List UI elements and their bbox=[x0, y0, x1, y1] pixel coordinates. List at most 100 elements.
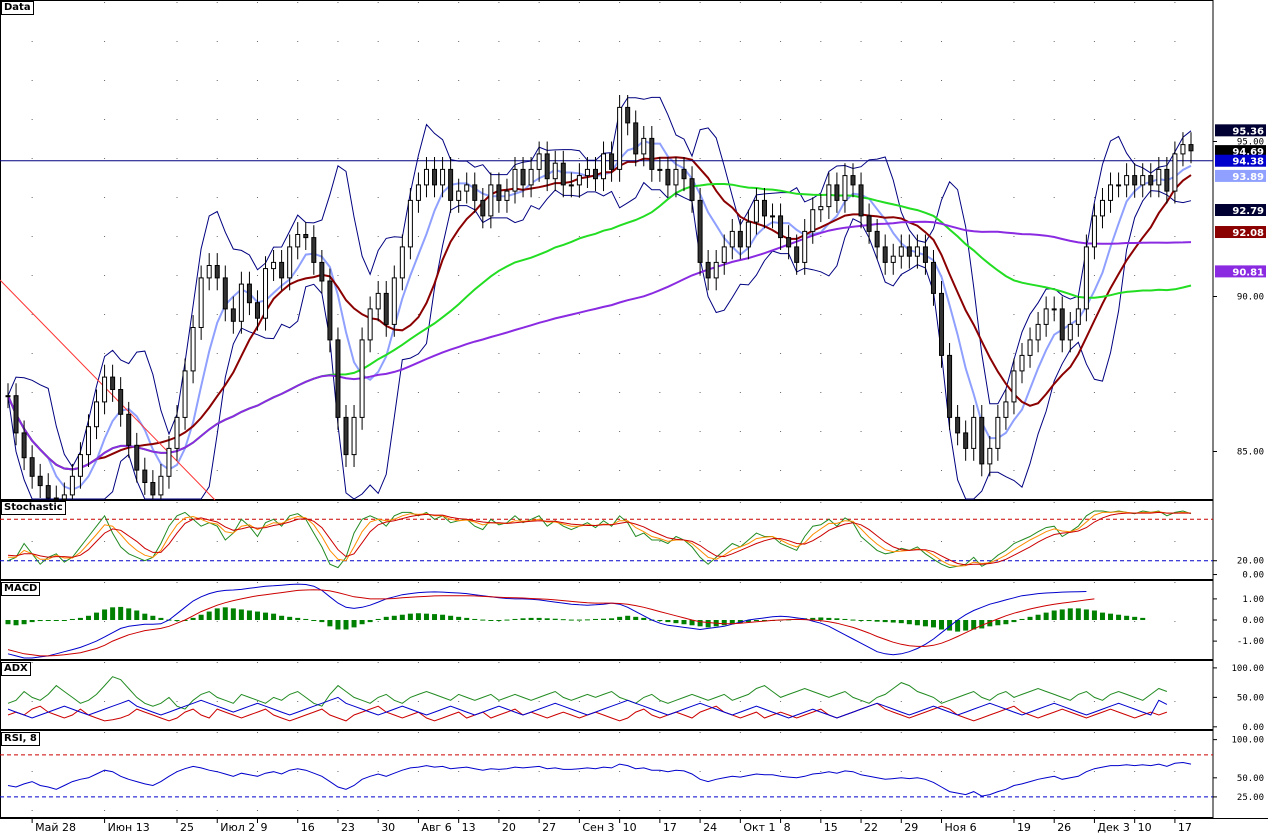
macd-histogram-bar bbox=[753, 620, 759, 622]
macd-histogram-bar bbox=[1019, 618, 1025, 620]
macd-histogram-bar bbox=[536, 617, 542, 620]
candle-body bbox=[874, 230, 880, 248]
time-axis-label: 26 bbox=[1057, 821, 1071, 834]
macd-histogram-bar bbox=[375, 618, 381, 620]
macd-histogram-bar bbox=[826, 617, 832, 620]
candle-body bbox=[601, 153, 607, 180]
candle-body bbox=[77, 454, 83, 477]
time-axis-label: 22 bbox=[864, 821, 878, 834]
candle-body bbox=[995, 416, 1001, 449]
macd-histogram-bar bbox=[995, 620, 1001, 626]
macd-histogram-bar bbox=[601, 618, 607, 620]
macd-histogram-bar bbox=[834, 618, 840, 620]
macd-histogram-bar bbox=[480, 619, 486, 621]
price-badge-label: 94.38 bbox=[1232, 157, 1264, 168]
candle-body bbox=[609, 153, 615, 170]
candle-body bbox=[21, 432, 27, 459]
candle-body bbox=[1148, 175, 1154, 186]
macd-histogram-bar bbox=[850, 619, 856, 621]
price-badge-label: 90.81 bbox=[1232, 267, 1264, 278]
candle-body bbox=[649, 137, 655, 170]
macd-histogram-bar bbox=[206, 611, 212, 620]
macd-histogram-bar bbox=[5, 620, 11, 625]
time-axis-label: 23 bbox=[341, 821, 355, 834]
macd-histogram-bar bbox=[1099, 612, 1105, 620]
candle-body bbox=[102, 376, 108, 403]
price-badge bbox=[1215, 226, 1266, 239]
macd-histogram-bar bbox=[150, 615, 156, 620]
candle-body bbox=[979, 416, 985, 465]
macd-histogram-bar bbox=[657, 620, 663, 622]
candle-body bbox=[1035, 323, 1041, 341]
macd-histogram-bar bbox=[665, 620, 671, 623]
macd-histogram-bar bbox=[705, 620, 711, 628]
macd-histogram-bar bbox=[472, 618, 478, 620]
macd-histogram-bar bbox=[633, 616, 639, 620]
candle-body bbox=[552, 162, 558, 180]
indicator-tick-label: 0.00 bbox=[1242, 723, 1264, 733]
macd-histogram-bar bbox=[617, 616, 623, 620]
macd-histogram-bar bbox=[61, 620, 67, 621]
macd-histogram-bar bbox=[94, 612, 100, 620]
macd-histogram-bar bbox=[319, 620, 325, 623]
candle-body bbox=[85, 426, 91, 456]
candle-body bbox=[721, 246, 727, 263]
macd-histogram-bar bbox=[407, 613, 413, 620]
macd-histogram-bar bbox=[697, 620, 703, 627]
candle-body bbox=[440, 168, 446, 186]
candle-body bbox=[432, 168, 438, 186]
macd-histogram-bar bbox=[367, 620, 373, 623]
candle-body bbox=[150, 482, 156, 496]
candle-body bbox=[778, 215, 784, 239]
indicator-series-line bbox=[7, 702, 1168, 722]
macd-histogram-bar bbox=[1003, 620, 1009, 625]
candle-body bbox=[697, 199, 703, 263]
macd-histogram-bar bbox=[1067, 608, 1073, 620]
indicator-tick-label: 1.00 bbox=[1242, 595, 1264, 605]
macd-histogram-bar bbox=[874, 620, 880, 622]
candle-body bbox=[351, 416, 357, 456]
candle-body bbox=[5, 395, 11, 398]
time-axis-label: 29 bbox=[904, 821, 918, 834]
candle-body bbox=[866, 215, 872, 232]
candle-body bbox=[29, 457, 35, 477]
macd-histogram-bar bbox=[69, 618, 75, 620]
panel-frame bbox=[0, 0, 1214, 500]
indicator-series-line bbox=[7, 583, 1087, 659]
candle-body bbox=[528, 168, 534, 186]
macd-histogram-bar bbox=[560, 619, 566, 621]
price-badge bbox=[1215, 124, 1266, 137]
macd-histogram-bar bbox=[359, 620, 365, 625]
trend-line bbox=[0, 279, 216, 501]
candle-body bbox=[1003, 401, 1009, 418]
price-badge-label: 93.89 bbox=[1232, 172, 1264, 183]
macd-histogram-bar bbox=[45, 620, 51, 621]
macd-histogram-bar bbox=[576, 619, 582, 621]
macd-histogram-bar bbox=[544, 618, 550, 620]
candle-body bbox=[641, 137, 647, 155]
candle-body bbox=[568, 184, 574, 187]
price-tick-label: 85.00 bbox=[1237, 448, 1264, 458]
macd-histogram-bar bbox=[842, 618, 848, 620]
macd-histogram-bar bbox=[729, 620, 735, 625]
time-axis-label: Дек 3 bbox=[1097, 821, 1130, 834]
macd-histogram-bar bbox=[721, 620, 727, 626]
macd-histogram-bar bbox=[85, 615, 91, 620]
time-axis-label: 17 bbox=[663, 821, 677, 834]
candle-body bbox=[472, 184, 478, 201]
panel-title-rsi: RSI, 8 bbox=[1, 732, 40, 746]
macd-histogram-bar bbox=[37, 620, 43, 622]
candle-body bbox=[930, 261, 936, 294]
macd-histogram-bar bbox=[456, 616, 462, 620]
price-badge bbox=[1215, 265, 1266, 278]
candle-body bbox=[206, 265, 212, 279]
macd-histogram-bar bbox=[335, 620, 341, 630]
candle-body bbox=[488, 184, 494, 217]
candle-body bbox=[359, 339, 365, 418]
candle-body bbox=[246, 283, 252, 304]
candle-body bbox=[818, 206, 824, 211]
candle-body bbox=[1099, 199, 1105, 217]
time-axis-label: Окт 1 bbox=[743, 821, 775, 834]
time-axis-label: Июл 2 bbox=[220, 821, 255, 834]
